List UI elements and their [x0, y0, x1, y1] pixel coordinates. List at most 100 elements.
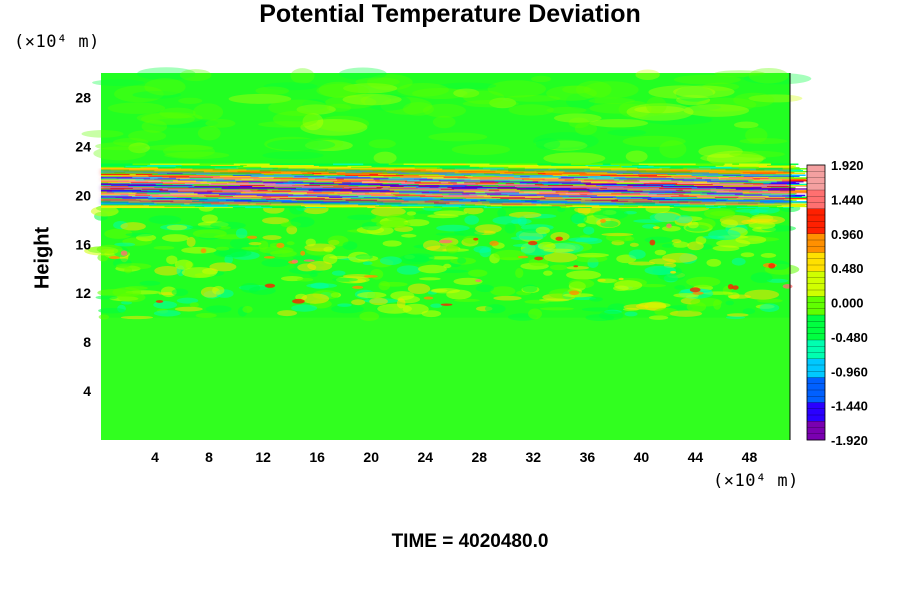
band-cell [656, 174, 679, 176]
band-cell [334, 181, 343, 184]
upper-cell [543, 152, 606, 165]
turbulence-cell [376, 220, 411, 229]
band-cell [231, 205, 262, 208]
band-cell [255, 202, 272, 205]
band-cell [101, 183, 124, 186]
band-cell [101, 198, 137, 200]
band-cell [642, 184, 664, 187]
band-cell [642, 190, 651, 192]
band-cell [474, 202, 491, 205]
band-cell [753, 183, 788, 186]
band-cell [399, 191, 423, 194]
band-cell [651, 169, 671, 171]
band-cell [433, 205, 443, 208]
turbulence-cell [174, 306, 203, 312]
warm-cell [247, 235, 258, 240]
band-cell [462, 198, 478, 200]
warm-cell [440, 303, 453, 306]
warm-cell [363, 274, 378, 278]
band-cell [568, 174, 581, 176]
band-cell [779, 164, 791, 166]
band-cell [685, 191, 703, 194]
band-cell [452, 183, 479, 186]
turbulence-cell [401, 233, 417, 238]
band-cell [129, 182, 146, 185]
band-cell [725, 183, 754, 186]
band-cell [333, 163, 364, 165]
band-cell [764, 197, 772, 199]
band-cell [212, 176, 225, 178]
band-cell [144, 167, 159, 169]
colorbar-segment [807, 371, 825, 378]
band-cell [674, 204, 702, 207]
band-cell [498, 184, 511, 187]
band-cell [379, 164, 415, 166]
turbulence-cell [728, 294, 751, 299]
upper-cell [326, 103, 352, 112]
upper-cell [141, 119, 168, 133]
band-cell [428, 191, 465, 193]
band-cell [735, 175, 745, 177]
band-cell [456, 181, 465, 184]
band-cell [423, 206, 451, 209]
warm-cell [666, 223, 672, 229]
warm-cell [689, 287, 701, 293]
band-cell [718, 173, 734, 176]
turbulence-cell [484, 304, 506, 314]
upper-cell [648, 85, 716, 99]
band-cell [619, 164, 633, 166]
colorbar-segment [807, 415, 825, 422]
band-cell [548, 168, 557, 170]
band-cell [784, 198, 811, 200]
band-cell [700, 184, 727, 187]
band-cell [579, 173, 590, 176]
warm-cell [569, 290, 580, 296]
colorbar-segment [807, 402, 825, 410]
band-cell [171, 198, 186, 200]
turbulence-cell [629, 242, 639, 247]
band-cell [780, 190, 814, 192]
band-cell [485, 165, 500, 167]
turbulence-cell [661, 243, 675, 248]
band-cell [669, 205, 686, 208]
turbulence-cell [443, 263, 452, 269]
band-cell [417, 202, 447, 205]
band-cell [227, 204, 242, 207]
upper-cell [562, 85, 591, 94]
turbulence-cell [377, 303, 413, 314]
band-cell [782, 194, 806, 197]
upper-cell [258, 121, 317, 128]
upper-cell [402, 102, 434, 116]
band-cell [253, 191, 280, 193]
band-cell [370, 176, 393, 178]
band-cell [547, 184, 574, 187]
band-cell [367, 206, 392, 209]
band-cell [770, 163, 799, 165]
band-cell [764, 169, 782, 171]
band-cell [148, 180, 178, 183]
band-cell [757, 202, 792, 205]
upper-cell [673, 74, 741, 85]
band-cell [642, 197, 666, 199]
warm-cell [649, 239, 656, 246]
band-cell [619, 180, 635, 183]
band-cell [276, 198, 297, 200]
upper-cell [178, 97, 203, 104]
warm-cell [438, 239, 453, 244]
band-cell [718, 176, 730, 178]
band-cell [725, 169, 751, 171]
band-cell [382, 182, 402, 185]
band-cell [458, 206, 476, 209]
colorbar-segment [807, 346, 825, 353]
band-cell [702, 191, 715, 194]
upper-cell [675, 85, 714, 102]
band-cell [245, 206, 273, 209]
band-cell [345, 174, 373, 176]
turbulence-cell [725, 300, 734, 306]
band-cell [416, 198, 441, 200]
upper-cell [145, 144, 214, 151]
band-cell [174, 167, 182, 169]
upper-cell [546, 85, 597, 101]
band-cell [662, 163, 681, 165]
band-cell [301, 204, 327, 207]
